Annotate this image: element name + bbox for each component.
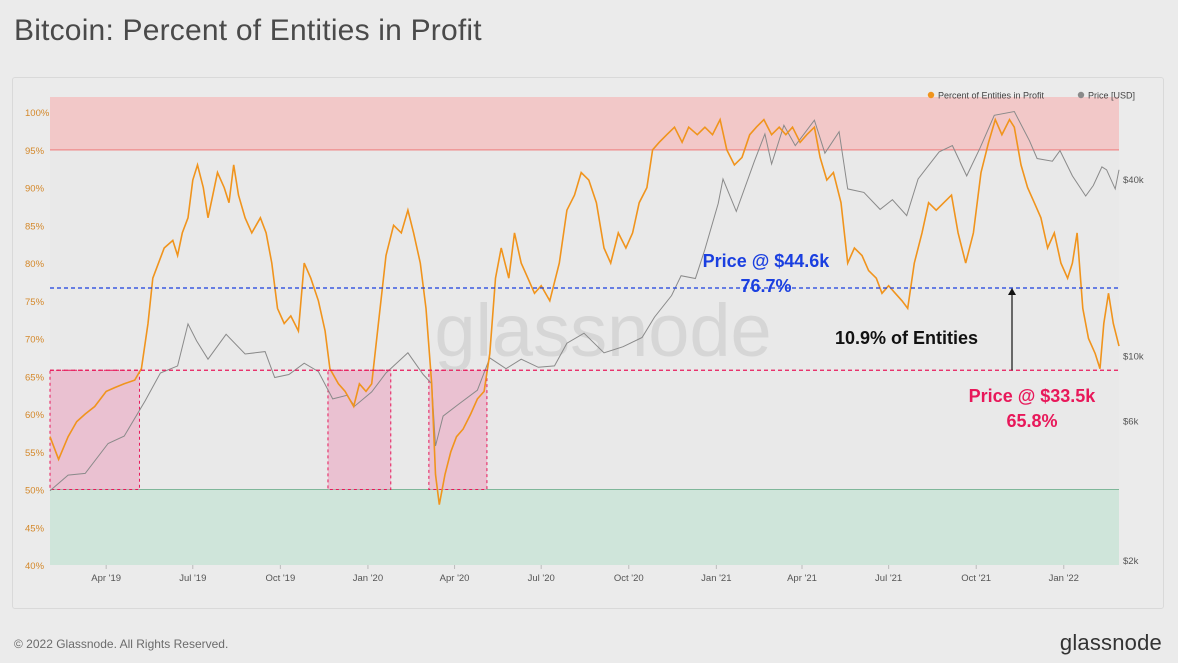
price-tick-label: $6k xyxy=(1123,416,1139,427)
y-tick-label: 90% xyxy=(25,184,45,195)
x-tick-label: Jan '20 xyxy=(353,573,383,584)
price-tick-label: $2k xyxy=(1123,556,1139,567)
y-tick-label: 100% xyxy=(25,108,50,119)
annotation-gap-label: 10.9% of Entities xyxy=(835,328,978,348)
y-tick-label: 75% xyxy=(25,297,45,308)
x-tick-label: Apr '20 xyxy=(440,573,470,584)
annotation-blue-price: Price @ $44.6k xyxy=(703,251,831,271)
y-tick-label: 95% xyxy=(25,146,45,157)
annotation-blue-percent: 76.7% xyxy=(740,276,791,296)
y-tick-label: 55% xyxy=(25,448,45,459)
legend-price-label: Price [USD] xyxy=(1088,91,1135,101)
y-tick-label: 80% xyxy=(25,259,45,270)
legend-profit-label: Percent of Entities in Profit xyxy=(938,91,1045,101)
y-tick-label: 65% xyxy=(25,372,45,383)
upper-band xyxy=(50,97,1119,150)
watermark-text: glassnode xyxy=(434,289,771,372)
period-2019-nov xyxy=(327,369,392,491)
y-tick-label: 40% xyxy=(25,561,45,572)
y-tick-label: 85% xyxy=(25,221,45,232)
annotation-red-percent: 65.8% xyxy=(1006,411,1057,431)
y-tick-label: 60% xyxy=(25,410,45,421)
price-tick-label: $10k xyxy=(1123,351,1144,362)
period-2019-early xyxy=(49,369,140,491)
y-tick-label: 50% xyxy=(25,486,45,497)
lower-band xyxy=(50,489,1119,565)
copyright-text: © 2022 Glassnode. All Rights Reserved. xyxy=(14,637,229,651)
chart-panel: glassnode 40% 45% 50% 55% 60% 65% 70% 75% 80% 85% 9… xyxy=(12,77,1164,609)
profit-series-line xyxy=(49,117,1120,505)
brand-logo: glassnode xyxy=(1059,630,1162,655)
page-title: Bitcoin: Percent of Entities in Profit xyxy=(14,14,482,47)
y-tick-label: 45% xyxy=(25,523,45,534)
y-tick-label: 70% xyxy=(25,335,45,346)
legend-price-marker xyxy=(1077,91,1085,99)
x-tick-label: Jul '21 xyxy=(875,573,902,584)
x-tick-label: Jul '19 xyxy=(179,573,206,584)
x-tick-label: Oct '20 xyxy=(614,573,644,584)
annotation-red-price: Price @ $33.5k xyxy=(969,386,1097,406)
gap-arrow-head xyxy=(1008,287,1016,295)
x-tick-label: Oct '21 xyxy=(961,573,991,584)
x-tick-label: Apr '19 xyxy=(91,573,121,584)
price-series-line xyxy=(49,110,1120,492)
price-tick-label: $40k xyxy=(1123,175,1144,186)
chart-svg: glassnode 40% 45% 50% 55% 60% 65% 70% 75% 80% 85% 9… xyxy=(25,91,1144,585)
x-tick-label: Jan '22 xyxy=(1049,573,1079,584)
legend-profit-marker xyxy=(927,91,935,99)
x-tick-label: Oct '19 xyxy=(265,573,295,584)
x-tick-label: Apr '21 xyxy=(787,573,817,584)
x-tick-label: Jan '21 xyxy=(701,573,731,584)
x-tick-label: Jul '20 xyxy=(528,573,555,584)
